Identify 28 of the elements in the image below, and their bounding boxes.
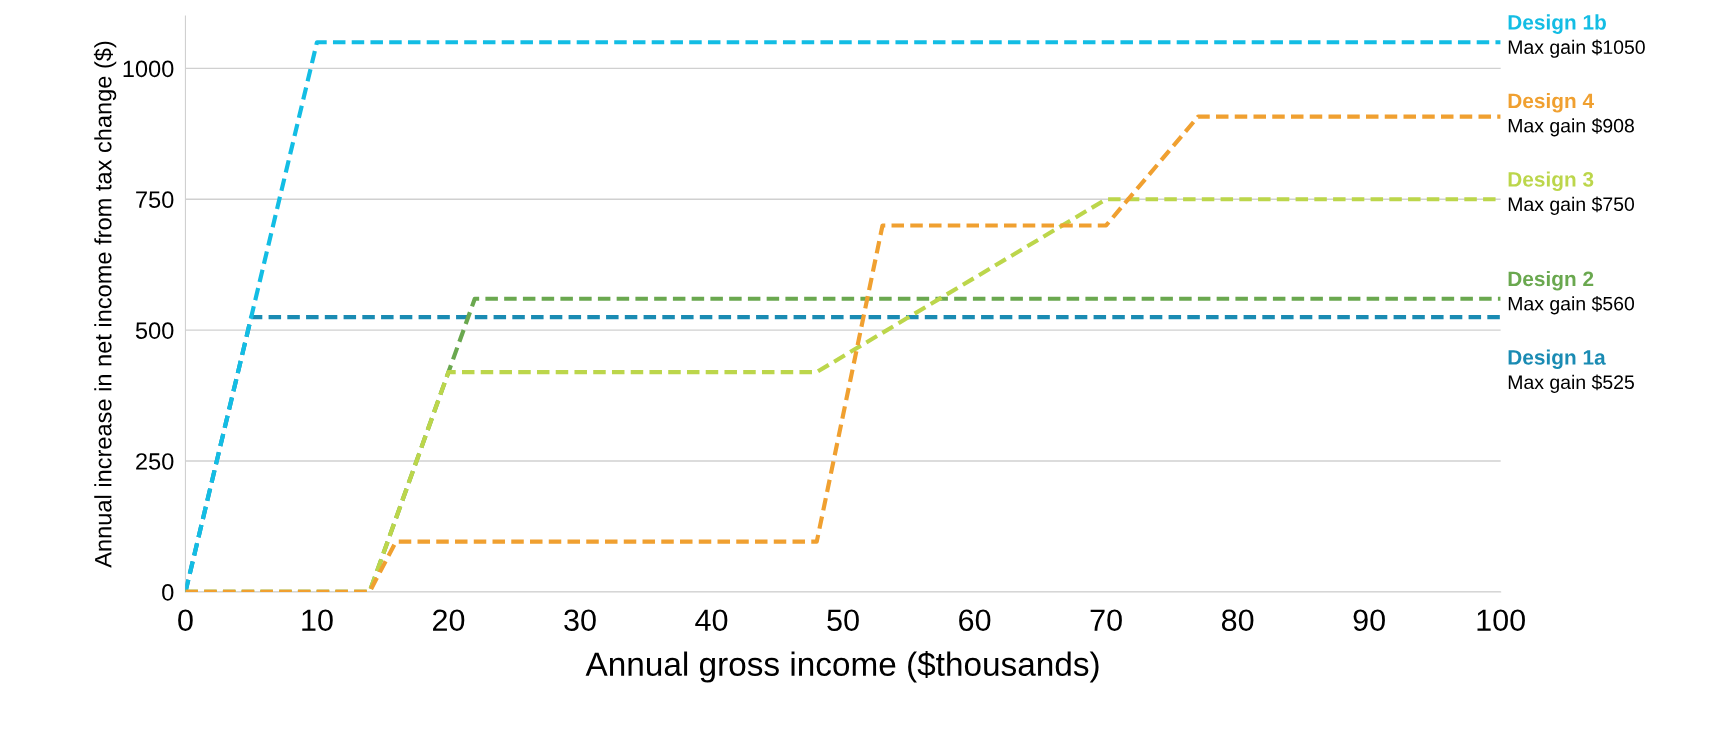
series-label: Design 3	[1508, 171, 1594, 191]
series-label: Design 1b	[1508, 14, 1606, 34]
y-axis-title: Annual increase in net income from tax change ($)	[93, 41, 117, 568]
x-tick-label: 10	[302, 609, 333, 632]
y-tick-label: 0	[162, 584, 174, 601]
text: Max gain $750	[1508, 196, 1635, 215]
x-tick-label: 20	[433, 609, 465, 632]
x-tick-label: 100	[1477, 609, 1525, 632]
x-tick-label: 70	[1090, 609, 1122, 632]
text: Max gain $560	[1508, 295, 1635, 315]
x-tick-label: 0	[178, 609, 193, 632]
x-tick-label: 60	[959, 609, 991, 632]
x-tick-label: 50	[827, 609, 859, 632]
y-tick-label: 250	[136, 453, 174, 470]
series-label: Design 2	[1508, 270, 1594, 291]
text: Max gain $1050	[1508, 39, 1645, 58]
text: Max gain $525	[1508, 374, 1634, 393]
x-tick-label: 90	[1353, 609, 1385, 632]
text: Max gain $908	[1508, 117, 1634, 137]
x-tick-label: 80	[1221, 609, 1254, 632]
y-tick-label: 500	[135, 322, 174, 339]
x-axis-title: Annual gross income ($thousands)	[585, 650, 1099, 683]
y-tick-label: 1000	[123, 60, 174, 78]
series-label: Design 4	[1508, 92, 1594, 113]
y-tick-label: 750	[136, 191, 174, 209]
series-label: Design 1a	[1508, 349, 1606, 369]
x-tick-label: 30	[564, 609, 596, 632]
x-tick-label: 40	[695, 609, 728, 632]
